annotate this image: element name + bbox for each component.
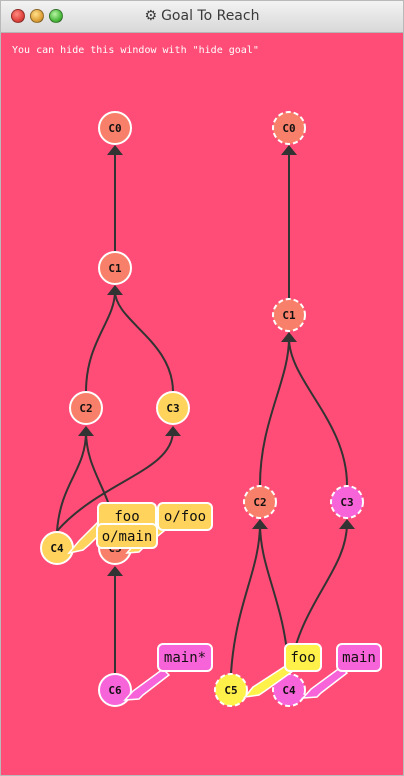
arrowhead-left-c0 — [107, 145, 123, 155]
left-tree-edges — [56, 153, 174, 673]
right-branch-labels: foo main — [284, 643, 382, 672]
edge-left-c4-c2 — [56, 430, 87, 532]
arrowhead-right-c3 — [339, 519, 355, 529]
goal-branch-label-box-foo — [284, 643, 322, 672]
edge-left-c3-c1 — [114, 290, 174, 393]
minimize-button[interactable] — [30, 9, 44, 23]
left-tree-node-labels: C0 C1 C2 C3 C5 C4 C6 — [50, 122, 179, 697]
arrowhead-left-c5 — [107, 566, 123, 576]
goal-node-right-c5 — [214, 673, 248, 707]
commit-node-left-c1 — [98, 251, 132, 285]
branch-label-o-main: o/main — [102, 529, 153, 545]
goal-branch-label-box-main — [336, 643, 382, 672]
hide-goal-hint: You can hide this window with "hide goal… — [12, 45, 259, 56]
goal-graph: C0 C1 C2 C3 C5 C4 C6 o/foo foo o/main ma… — [40, 111, 382, 707]
right-tree-node-labels: C0 C1 C2 C3 C5 C4 — [224, 122, 353, 697]
goal-branch-label-foo: foo — [290, 650, 315, 666]
commit-label-left-c1: C1 — [108, 262, 122, 275]
commit-node-left-c0 — [98, 111, 132, 145]
goal-label-right-c3: C3 — [340, 496, 353, 509]
commit-node-left-c3 — [156, 391, 190, 425]
gear-icon: ⚙ — [144, 8, 158, 24]
edge-right-c5-c2 — [230, 522, 261, 674]
arrowhead-right-c0 — [281, 145, 297, 155]
commit-label-left-c2: C2 — [79, 402, 92, 415]
goal-label-right-c2: C2 — [253, 496, 266, 509]
arrowhead-right-c2 — [252, 519, 268, 529]
branch-label-box-o-foo — [157, 502, 213, 531]
goal-label-right-c0: C0 — [282, 122, 295, 135]
window-title: ⚙ Goal To Reach — [1, 1, 403, 32]
commit-node-left-c2 — [69, 391, 103, 425]
edge-left-c4-c3 — [56, 430, 174, 532]
commit-label-left-c4: C4 — [50, 542, 64, 555]
maximize-button[interactable] — [49, 9, 63, 23]
goal-label-right-c4: C4 — [282, 684, 296, 697]
arrowhead-left-c2 — [78, 426, 94, 436]
left-branch-labels: o/foo foo o/main main* — [96, 502, 213, 672]
right-tree-arrowheads — [252, 145, 355, 529]
goal-branch-label-main: main — [342, 650, 376, 666]
commit-label-left-c3: C3 — [166, 402, 179, 415]
right-tree-edges — [230, 153, 348, 674]
branch-label-box-main — [157, 643, 213, 672]
window-title-text: Goal To Reach — [161, 8, 260, 24]
arrowhead-left-c1 — [107, 285, 123, 295]
arrowhead-left-c3 — [165, 426, 181, 436]
commit-label-left-c6: C6 — [108, 684, 122, 697]
goal-label-right-c5: C5 — [224, 684, 237, 697]
edge-left-c2-c1 — [85, 290, 116, 393]
edge-right-c3-c1 — [288, 337, 348, 486]
branch-label-main-star: main* — [164, 650, 206, 666]
goal-node-right-c1 — [272, 298, 306, 332]
close-button[interactable] — [11, 9, 25, 23]
commit-node-left-c6 — [98, 673, 132, 707]
right-branch-arrows — [243, 664, 349, 699]
branch-label-box-o-main — [96, 523, 158, 549]
goal-branch-arrow-main — [301, 666, 349, 699]
goal-label-right-c1: C1 — [282, 309, 296, 322]
branch-arrow-main — [123, 668, 171, 701]
branch-label-o-foo: o/foo — [164, 509, 206, 525]
branch-label-foo: foo — [114, 509, 139, 525]
title-bar[interactable]: ⚙ Goal To Reach — [1, 1, 403, 33]
commit-label-left-c0: C0 — [108, 122, 121, 135]
goal-node-right-c2 — [243, 485, 277, 519]
left-tree-arrowheads — [78, 145, 181, 576]
arrowhead-right-c1 — [281, 332, 297, 342]
goal-node-right-c0 — [272, 111, 306, 145]
right-tree-nodes — [214, 111, 364, 707]
edge-right-c2-c1 — [259, 337, 290, 486]
goal-node-right-c3 — [330, 485, 364, 519]
